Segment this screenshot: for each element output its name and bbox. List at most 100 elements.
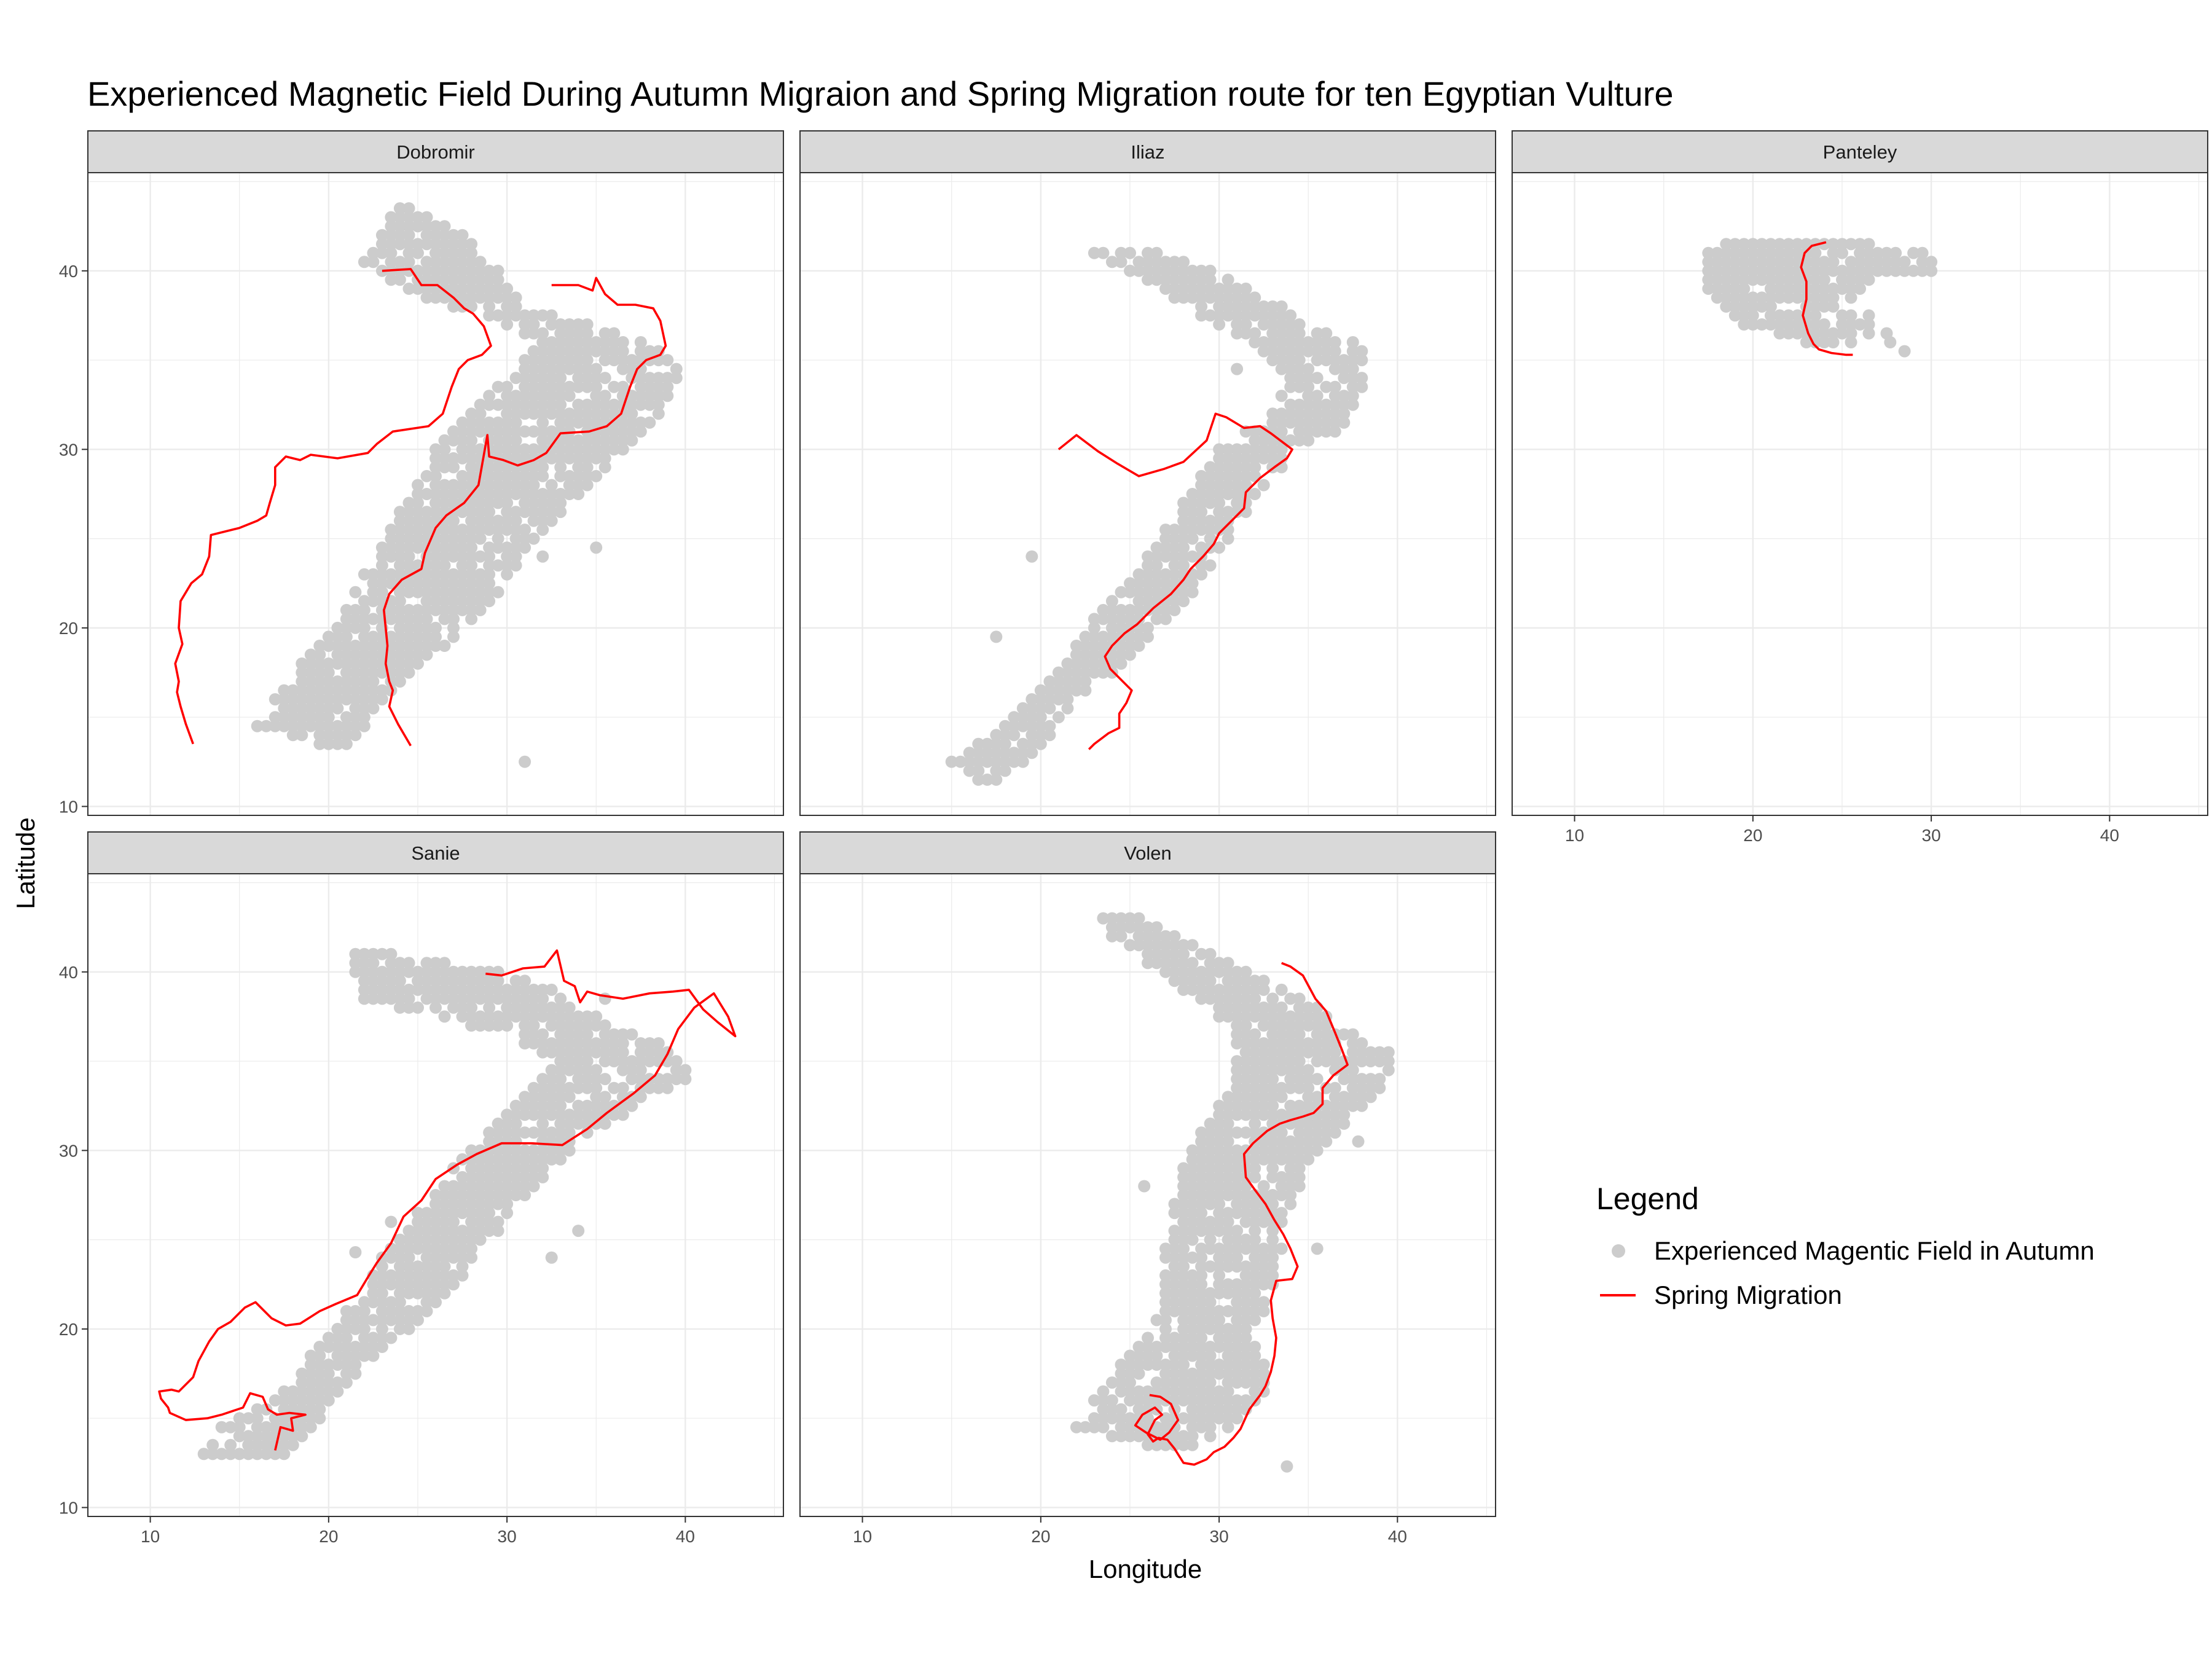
autumn-point bbox=[492, 1144, 504, 1157]
autumn-point bbox=[1195, 496, 1208, 509]
autumn-point bbox=[358, 613, 371, 626]
autumn-point bbox=[1168, 524, 1181, 536]
autumn-point bbox=[1338, 363, 1351, 375]
autumn-point bbox=[492, 1180, 504, 1193]
autumn-point bbox=[393, 640, 406, 652]
autumn-point bbox=[1070, 648, 1083, 661]
autumn-point bbox=[465, 1198, 478, 1210]
autumn-point bbox=[375, 1322, 388, 1335]
autumn-point bbox=[1159, 613, 1172, 626]
autumn-point bbox=[402, 621, 415, 634]
autumn-point bbox=[1311, 1126, 1324, 1139]
autumn-point bbox=[358, 1296, 371, 1309]
autumn-point bbox=[1239, 1260, 1252, 1273]
autumn-point bbox=[1168, 930, 1181, 943]
autumn-point bbox=[1249, 1099, 1261, 1112]
autumn-point bbox=[447, 461, 460, 474]
autumn-point bbox=[1898, 345, 1911, 358]
autumn-point bbox=[536, 380, 549, 393]
autumn-point bbox=[554, 354, 567, 367]
autumn-point bbox=[679, 1073, 692, 1086]
autumn-point bbox=[590, 1019, 603, 1032]
autumn-point bbox=[456, 1180, 469, 1193]
panel-border bbox=[87, 172, 784, 816]
autumn-point bbox=[1034, 720, 1047, 732]
autumn-point bbox=[1239, 1099, 1252, 1112]
autumn-point bbox=[1177, 975, 1190, 987]
autumn-point bbox=[1275, 416, 1288, 429]
autumn-point bbox=[554, 336, 567, 348]
autumn-point bbox=[402, 983, 415, 996]
autumn-point bbox=[313, 675, 326, 688]
autumn-point bbox=[1177, 1412, 1190, 1425]
autumn-point bbox=[590, 541, 603, 554]
autumn-point bbox=[1257, 1153, 1270, 1166]
autumn-point bbox=[1222, 300, 1234, 313]
autumn-point bbox=[465, 246, 478, 259]
autumn-point bbox=[278, 1385, 291, 1398]
autumn-point bbox=[412, 1001, 424, 1014]
autumn-point bbox=[572, 434, 585, 447]
autumn-point bbox=[1177, 1198, 1190, 1210]
autumn-point bbox=[1213, 1314, 1226, 1327]
autumn-point bbox=[1249, 1233, 1261, 1246]
autumn-point bbox=[1239, 1081, 1252, 1094]
autumn-point bbox=[527, 496, 540, 509]
autumn-point bbox=[1907, 264, 1920, 277]
autumn-point bbox=[1266, 1153, 1279, 1166]
autumn-point bbox=[465, 550, 478, 563]
autumn-point bbox=[1284, 1099, 1297, 1112]
autumn-point bbox=[492, 559, 504, 572]
autumn-point bbox=[412, 488, 424, 500]
autumn-point bbox=[1177, 1430, 1190, 1443]
autumn-point bbox=[1738, 256, 1751, 269]
autumn-point bbox=[1222, 443, 1234, 456]
autumn-point bbox=[412, 613, 424, 626]
autumn-point bbox=[1186, 965, 1199, 978]
autumn-point bbox=[1320, 1055, 1333, 1068]
autumn-point bbox=[474, 1233, 487, 1246]
autumn-point bbox=[1320, 336, 1333, 348]
autumn-points bbox=[251, 202, 683, 768]
autumn-point bbox=[590, 372, 603, 385]
autumn-point bbox=[1284, 1162, 1297, 1175]
autumn-point bbox=[438, 1278, 451, 1291]
autumn-point bbox=[1809, 282, 1822, 295]
autumn-point bbox=[1124, 1367, 1136, 1380]
autumn-point bbox=[1711, 273, 1724, 286]
autumn-point bbox=[563, 1064, 576, 1077]
autumn-point bbox=[402, 1322, 415, 1335]
autumn-point bbox=[322, 737, 335, 750]
autumn-point bbox=[1150, 273, 1163, 286]
autumn-point bbox=[456, 603, 469, 616]
autumn-point bbox=[1026, 711, 1038, 724]
autumn-point bbox=[1311, 336, 1324, 348]
autumn-point bbox=[1204, 1412, 1217, 1425]
autumn-point bbox=[1311, 1028, 1324, 1041]
autumn-point bbox=[385, 1304, 398, 1317]
autumn-point bbox=[1195, 1171, 1208, 1183]
autumn-point bbox=[1311, 390, 1324, 402]
autumn-point bbox=[1159, 595, 1172, 608]
autumn-point bbox=[1204, 1135, 1217, 1148]
autumn-point bbox=[1105, 613, 1118, 626]
autumn-point bbox=[501, 1180, 514, 1193]
autumn-point bbox=[375, 640, 388, 652]
autumn-point bbox=[1266, 1162, 1279, 1175]
autumn-point bbox=[1827, 300, 1840, 313]
autumn-point bbox=[331, 1385, 344, 1398]
autumn-point bbox=[1195, 1403, 1208, 1416]
autumn-point bbox=[1266, 1269, 1279, 1282]
autumn-point bbox=[260, 1403, 273, 1416]
autumn-point bbox=[420, 1269, 433, 1282]
autumn-point bbox=[1026, 702, 1038, 715]
autumn-point bbox=[483, 1225, 496, 1237]
autumn-point bbox=[1275, 1108, 1288, 1121]
autumn-point bbox=[1249, 1260, 1261, 1273]
autumn-point bbox=[509, 1117, 522, 1130]
autumn-point bbox=[1728, 238, 1741, 251]
autumn-point bbox=[456, 416, 469, 429]
autumn-point bbox=[1249, 1278, 1261, 1291]
autumn-point bbox=[1773, 238, 1786, 251]
autumn-point bbox=[501, 380, 514, 393]
